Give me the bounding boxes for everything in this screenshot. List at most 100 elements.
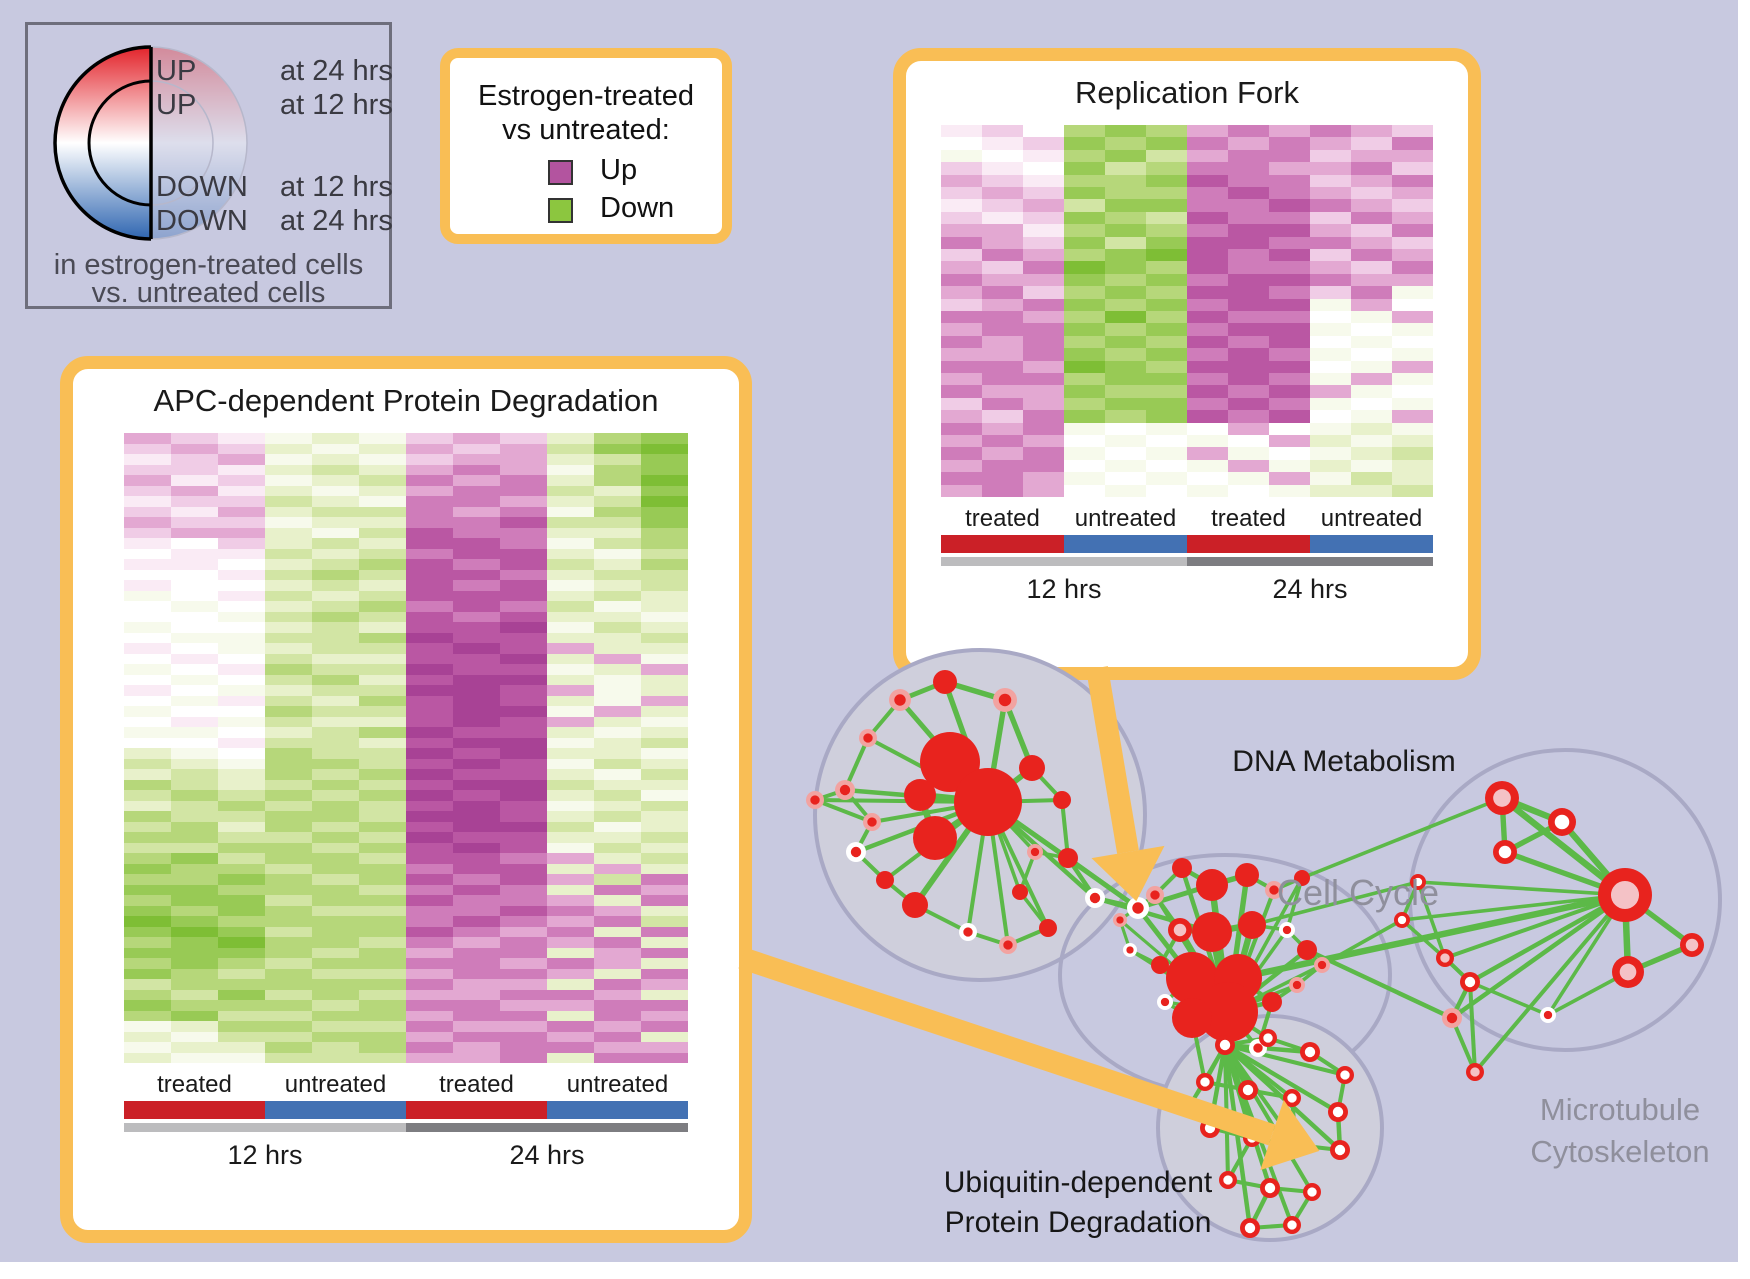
heatmap-cell (941, 323, 982, 336)
heatmap-cell (1310, 199, 1351, 212)
heatmap-cell (594, 748, 641, 759)
heatmap-cell (265, 527, 312, 538)
heatmap-cell (453, 622, 500, 633)
heatmap-cell (547, 853, 594, 864)
heatmap-cell (1392, 236, 1433, 249)
replication-fork-panel: Replication Fork treated untreated treated… (893, 48, 1481, 680)
heatmap-cell (982, 447, 1023, 460)
heatmap-cell (406, 569, 453, 580)
heatmap-cell (406, 1042, 453, 1053)
heatmap-cell (124, 685, 171, 696)
gene-node-core (1543, 1010, 1553, 1020)
heatmap-cell (453, 475, 500, 486)
gene-node-core (1304, 1046, 1316, 1058)
heatmap-cell (1392, 286, 1433, 299)
gene-node-core (998, 693, 1012, 707)
heatmap-cell (982, 410, 1023, 423)
network-edge (1623, 892, 1694, 948)
gene-node-core (1126, 946, 1134, 954)
heatmap-cell (1023, 348, 1064, 361)
network-edge (919, 791, 989, 806)
heatmap-cell (500, 832, 547, 843)
heatmap-cell (359, 1021, 406, 1032)
network-edge (1308, 1050, 1347, 1077)
heatmap-cell (171, 643, 218, 654)
heatmap-cell (171, 926, 218, 937)
heatmap-cell (171, 506, 218, 517)
heatmap-cell (265, 779, 312, 790)
heatmap-cell (1105, 323, 1146, 336)
network-edge (986, 799, 1140, 911)
heatmap-cell (218, 1052, 265, 1063)
heatmap-cell (124, 779, 171, 790)
heatmap-cell (171, 800, 218, 811)
rf-group-labels: treated untreated treated untreated (941, 505, 1433, 533)
network-edge (1236, 976, 1274, 1004)
heatmap-cell (1269, 248, 1310, 262)
heatmap-cell (1392, 434, 1433, 448)
heatmap-cell (500, 1000, 547, 1011)
heatmap-cell (547, 748, 594, 759)
heatmap-cell (547, 496, 594, 507)
heatmap-cell (453, 1042, 500, 1053)
gene-node (1297, 940, 1317, 960)
network-edge (871, 800, 989, 824)
network-edge (1295, 963, 1324, 987)
heatmap-cell (1228, 273, 1269, 287)
heatmap-cell (500, 601, 547, 612)
heatmap-cell (500, 905, 547, 916)
network-edge (1129, 948, 1161, 967)
heatmap-cell (218, 580, 265, 591)
heatmap-cell (1351, 310, 1392, 324)
heatmap-cell (1023, 459, 1064, 473)
heatmap-cell (1310, 125, 1351, 138)
heatmap-cell (1269, 410, 1310, 423)
legend-title-line1: Estrogen-treated (477, 80, 694, 112)
gene-node (1336, 1066, 1354, 1084)
heatmap-cell (406, 884, 453, 895)
heatmap-cell (547, 758, 594, 769)
heatmap-cell (265, 884, 312, 895)
heatmap-cell (312, 916, 359, 927)
heatmap-cell (218, 433, 265, 444)
heatmap-cell (1392, 310, 1433, 324)
heatmap-cell (1269, 397, 1310, 411)
heatmap-cell (641, 853, 688, 864)
heatmap-cell (124, 1021, 171, 1032)
heatmap-cell (171, 527, 218, 538)
heatmap-cell (124, 853, 171, 864)
heatmap-cell (406, 454, 453, 465)
heatmap-cell (1351, 236, 1392, 249)
heatmap-cell (594, 790, 641, 801)
heatmap-cell (359, 1010, 406, 1021)
heatmap-cell (1228, 298, 1269, 311)
heatmap-cell (547, 622, 594, 633)
heatmap-cell (171, 863, 218, 874)
heatmap-cell (359, 895, 406, 906)
heatmap-cell (359, 1052, 406, 1063)
heatmap-cell (1392, 199, 1433, 212)
heatmap-cell (1105, 286, 1146, 299)
heatmap-cell (500, 685, 547, 696)
network-edge (1137, 882, 1213, 911)
heatmap-cell (218, 1010, 265, 1021)
gene-node (920, 732, 980, 792)
heatmap-cell (218, 464, 265, 475)
heatmap-cell (265, 506, 312, 517)
heatmap-cell (1187, 248, 1228, 262)
network-edge (1094, 895, 1213, 935)
heatmap-cell (500, 590, 547, 601)
heatmap-cell (265, 863, 312, 874)
heatmap-cell (453, 769, 500, 780)
heatmap-cell (1064, 397, 1105, 411)
heatmap-cell (218, 842, 265, 853)
heatmap-cell (1105, 410, 1146, 423)
heatmap-cell (1064, 422, 1105, 435)
heatmap-cell (312, 989, 359, 1000)
network-edge (986, 800, 1037, 854)
heatmap-cell (594, 443, 641, 454)
heatmap-cell (124, 800, 171, 811)
heatmap-cell (124, 559, 171, 570)
gene-node-core (963, 927, 973, 937)
heatmap-cell (1105, 434, 1146, 448)
